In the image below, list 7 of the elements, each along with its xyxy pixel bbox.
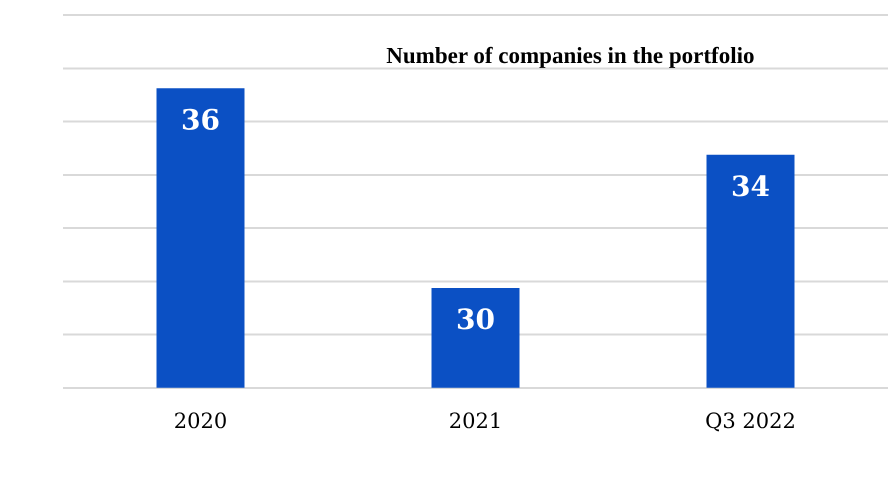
data-label: 36: [181, 104, 220, 137]
x-tick-label: 2021: [448, 408, 502, 433]
x-tick-label: Q3 2022: [705, 408, 796, 433]
text: Number of companies in the portfolio: [386, 42, 754, 68]
data-label: 30: [456, 303, 495, 336]
x-tick-label: 2020: [174, 408, 228, 433]
data-label: 34: [731, 170, 770, 204]
